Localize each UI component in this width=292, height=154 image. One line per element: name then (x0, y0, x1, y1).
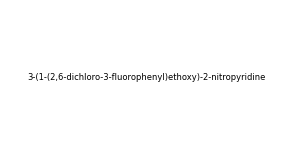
Text: 3-(1-(2,6-dichloro-3-fluorophenyl)ethoxy)-2-nitropyridine: 3-(1-(2,6-dichloro-3-fluorophenyl)ethoxy… (27, 73, 265, 81)
